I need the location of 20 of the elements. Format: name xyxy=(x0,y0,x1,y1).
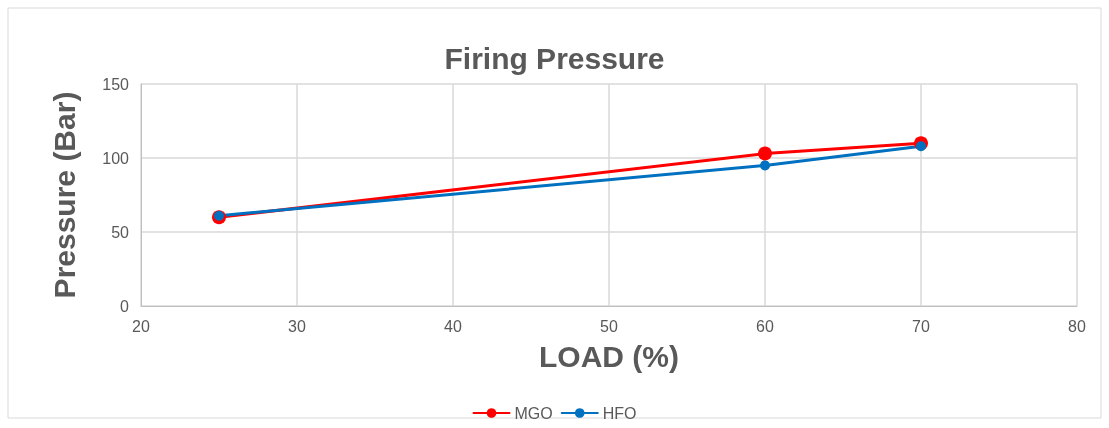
x-tick-label: 80 xyxy=(1068,317,1086,335)
point xyxy=(758,146,772,161)
y-tick-label: 100 xyxy=(102,149,130,167)
x-tick-label: 40 xyxy=(444,317,462,335)
x-tick-label: 50 xyxy=(600,317,618,335)
legend-label: MGO xyxy=(514,404,553,422)
x-tick-label: 20 xyxy=(132,317,150,335)
y-tick-label: 50 xyxy=(111,223,130,241)
x-axis-title: LOAD (%) xyxy=(539,339,679,373)
point xyxy=(214,210,224,221)
y-axis-title: Pressure (Bar) xyxy=(47,91,81,299)
legend-label: HFO xyxy=(602,404,637,422)
x-tick-label: 70 xyxy=(912,317,930,335)
x-tick-label: 60 xyxy=(756,317,774,335)
point xyxy=(916,141,926,152)
y-tick-label: 150 xyxy=(102,75,130,93)
chart-title: Firing Pressure xyxy=(444,41,665,75)
x-tick-label: 30 xyxy=(288,317,306,335)
y-tick-label: 0 xyxy=(120,297,130,315)
point xyxy=(760,160,770,171)
